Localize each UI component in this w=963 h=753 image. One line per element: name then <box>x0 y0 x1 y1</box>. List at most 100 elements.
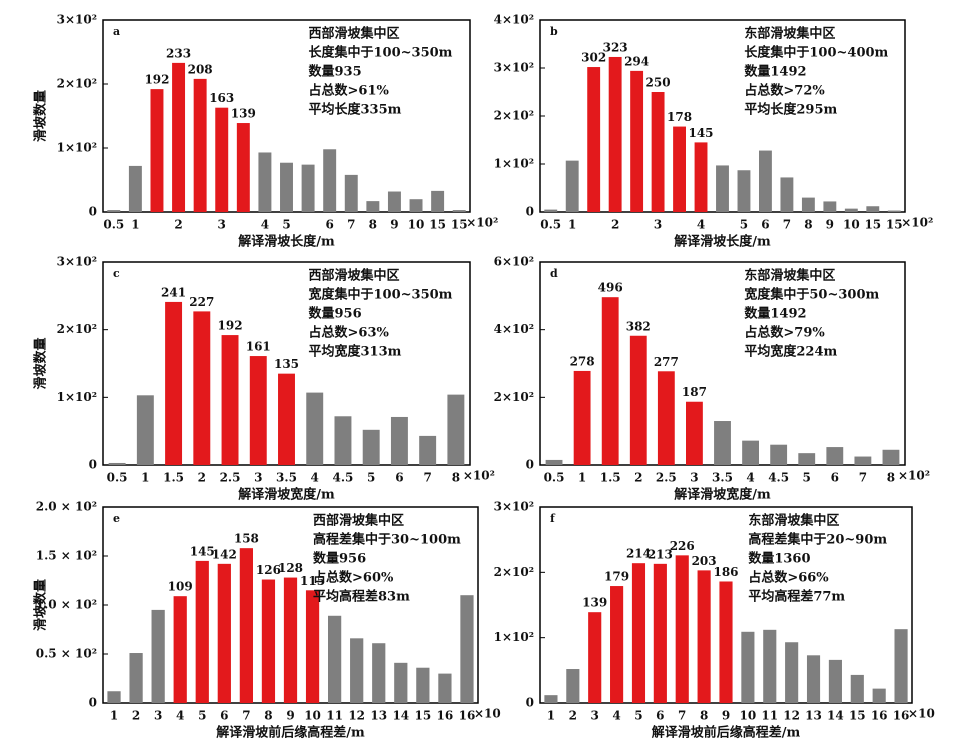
annotation: 平均高程差83m <box>313 589 410 605</box>
bar <box>394 662 408 703</box>
x-tick-label: 10 <box>304 709 321 723</box>
x-tick-label: 15 <box>415 709 432 723</box>
x-tick-label: 8 <box>369 218 377 232</box>
annotation: 占总数>79% <box>744 325 825 341</box>
annotation: 东部滑坡集中区 <box>748 513 839 529</box>
x-tick-label: 2 <box>569 709 577 723</box>
value-label: 496 <box>598 281 623 295</box>
x-tick-label: 3 <box>591 709 599 723</box>
value-label: 192 <box>218 319 243 333</box>
x-tick-label: 11 <box>761 709 778 723</box>
x-tick-label: 1.5 <box>163 471 184 485</box>
bar <box>629 335 647 465</box>
value-label: 213 <box>648 547 673 561</box>
bar <box>742 440 759 465</box>
annotation: 数量956 <box>309 306 362 322</box>
x-tick-label: 3.5 <box>276 471 297 485</box>
x-tick-label: 16 <box>893 709 910 723</box>
x-tick-label: 3 <box>690 471 698 485</box>
x-tick-label: 6 <box>220 709 228 723</box>
annotation: 宽度集中于50~300m <box>743 287 879 303</box>
x-axis-label: 解译滑坡长度/m <box>237 234 335 250</box>
bar <box>866 206 880 212</box>
bar <box>419 435 437 465</box>
x-tick-label: 10 <box>843 218 860 232</box>
x-tick-label: 9 <box>390 218 398 232</box>
value-label: 163 <box>209 91 234 105</box>
x-tick-label: 7 <box>678 709 686 723</box>
value-label: 161 <box>246 340 271 354</box>
bar <box>236 123 250 212</box>
x-tick-label: 7 <box>783 218 791 232</box>
y-tick-label: 1×10² <box>494 157 534 171</box>
bar <box>193 78 207 212</box>
bar <box>150 89 164 212</box>
bar <box>261 579 276 703</box>
x-tick-label: 4 <box>261 218 269 232</box>
bar <box>278 373 295 465</box>
value-label: 233 <box>166 46 191 60</box>
y-tick-label: 0 <box>526 458 534 472</box>
x-tick-label: 8 <box>804 218 812 232</box>
bar <box>806 655 821 703</box>
bar <box>608 56 622 213</box>
bar <box>610 586 624 703</box>
x-unit: ×10² <box>901 216 933 230</box>
annotation: 东部滑坡集中区 <box>744 26 835 42</box>
bar <box>350 638 364 703</box>
bar <box>544 695 558 703</box>
y-tick-label: 1×10² <box>494 630 534 644</box>
bar <box>173 596 187 703</box>
x-axis-label: 解译滑坡长度/m <box>673 234 771 250</box>
x-tick-label: 0.5 <box>107 471 128 485</box>
bar <box>675 555 689 703</box>
x-axis-label: 解译滑坡前后缘高程差/m <box>215 725 365 741</box>
x-tick-label: 0.5 <box>544 471 565 485</box>
value-label: 323 <box>603 40 628 54</box>
x-tick-label: 15 <box>849 709 866 723</box>
x-tick-label: 1.5 <box>600 471 621 485</box>
y-tick-label: 3×10² <box>494 61 534 75</box>
bar <box>716 165 729 212</box>
y-tick-label: 2.0 × 10² <box>36 500 97 514</box>
x-tick-label: 3 <box>218 218 226 232</box>
annotation: 长度集中于100~400m <box>744 45 888 61</box>
x-unit: ×10 <box>474 707 501 721</box>
y-tick-label: 0 <box>526 205 534 219</box>
y-tick-label: 2×10² <box>494 565 534 579</box>
annotation: 西部滑坡集中区 <box>309 268 400 284</box>
x-tick-label: 2 <box>174 218 182 232</box>
value-label: 158 <box>234 532 259 546</box>
x-tick-label: 6 <box>656 709 664 723</box>
annotation: 平均宽度224m <box>744 344 837 360</box>
x-tick-label: 1 <box>110 709 118 723</box>
bar <box>714 421 731 465</box>
bar <box>545 459 563 465</box>
bar <box>172 62 186 212</box>
y-tick-label: 1.5 × 10² <box>36 549 97 563</box>
x-tick-label: 7 <box>423 471 431 485</box>
x-tick-label: 5 <box>282 218 290 232</box>
value-label: 208 <box>188 62 213 76</box>
bar <box>390 416 408 465</box>
value-label: 109 <box>168 580 193 594</box>
bar <box>372 643 386 703</box>
y-tick-label: 0 <box>89 458 97 472</box>
annotation: 数量1492 <box>744 306 806 322</box>
x-tick-label: 10 <box>740 709 757 723</box>
x-axis-label: 解译滑坡宽度/m <box>673 487 771 503</box>
bar <box>165 301 183 465</box>
x-tick-label: 5 <box>740 218 748 232</box>
panel-letter: f <box>550 512 556 525</box>
value-label: 145 <box>190 544 215 558</box>
value-label: 115 <box>300 574 325 588</box>
x-tick-label: 7 <box>859 471 867 485</box>
annotation: 东部滑坡集中区 <box>744 268 835 284</box>
value-label: 126 <box>256 563 281 577</box>
x-tick-label: 6 <box>761 218 769 232</box>
x-tick-label: 2 <box>198 471 206 485</box>
bar <box>657 371 675 465</box>
bar <box>416 667 430 703</box>
bar <box>697 570 711 703</box>
y-tick-label: 2×10² <box>494 109 534 123</box>
